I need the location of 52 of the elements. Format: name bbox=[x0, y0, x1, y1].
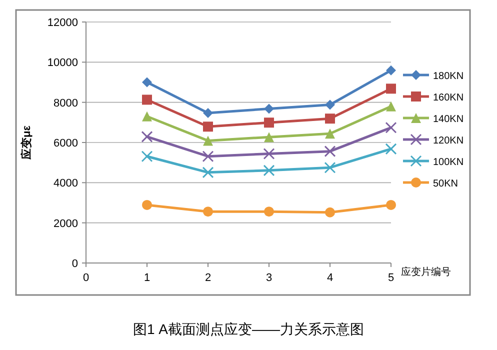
point bbox=[386, 200, 396, 210]
point bbox=[142, 94, 152, 105]
point bbox=[324, 146, 336, 158]
point bbox=[264, 118, 274, 128]
x-axis-title: 应变片编号 bbox=[401, 266, 451, 278]
point bbox=[202, 150, 214, 162]
point bbox=[203, 136, 213, 146]
point bbox=[325, 100, 335, 110]
point bbox=[324, 162, 336, 174]
point bbox=[386, 101, 396, 112]
point bbox=[325, 114, 335, 124]
point bbox=[325, 207, 335, 218]
x-tick-label: 4 bbox=[326, 272, 334, 284]
y-tick-label: 8000 bbox=[54, 97, 78, 110]
point bbox=[141, 130, 153, 142]
point bbox=[263, 164, 275, 176]
y-tick-label: 0 bbox=[72, 258, 78, 270]
point bbox=[264, 104, 274, 114]
point bbox=[203, 206, 213, 217]
point bbox=[385, 143, 397, 155]
point bbox=[203, 108, 213, 118]
y-tick-label: 2000 bbox=[54, 218, 78, 230]
point bbox=[202, 166, 214, 178]
point bbox=[142, 200, 152, 210]
text: 图1 A截面测点应变——力关系示意图 bbox=[132, 321, 364, 337]
point bbox=[142, 111, 152, 122]
point bbox=[386, 84, 396, 94]
x-tick-label: 1 bbox=[144, 272, 150, 284]
point bbox=[325, 128, 335, 139]
y-tick-label: 12000 bbox=[47, 17, 78, 29]
x-tick-label: 2 bbox=[204, 272, 212, 284]
point bbox=[203, 122, 213, 132]
x-tick-label: 5 bbox=[388, 272, 394, 284]
point bbox=[263, 148, 275, 160]
legend-label: 100KN bbox=[433, 157, 464, 168]
y-axis-title: 应变με bbox=[20, 124, 33, 160]
point bbox=[386, 65, 396, 76]
legend-label: 180KN bbox=[433, 71, 464, 82]
point bbox=[264, 132, 274, 142]
point bbox=[385, 122, 397, 134]
x-tick-label: 3 bbox=[266, 272, 272, 284]
legend-label: 160KN bbox=[433, 92, 464, 104]
legend-label: 50KN bbox=[433, 178, 458, 190]
point bbox=[142, 77, 152, 88]
x-tick-label: 0 bbox=[82, 272, 90, 284]
point bbox=[264, 206, 274, 217]
legend-label: 120KN bbox=[433, 136, 464, 146]
point bbox=[141, 150, 153, 162]
y-tick-label: 10000 bbox=[47, 57, 78, 70]
legend-label: 140KN bbox=[433, 114, 464, 125]
y-tick-label: 6000 bbox=[54, 138, 78, 150]
y-tick-label: 4000 bbox=[54, 178, 78, 190]
